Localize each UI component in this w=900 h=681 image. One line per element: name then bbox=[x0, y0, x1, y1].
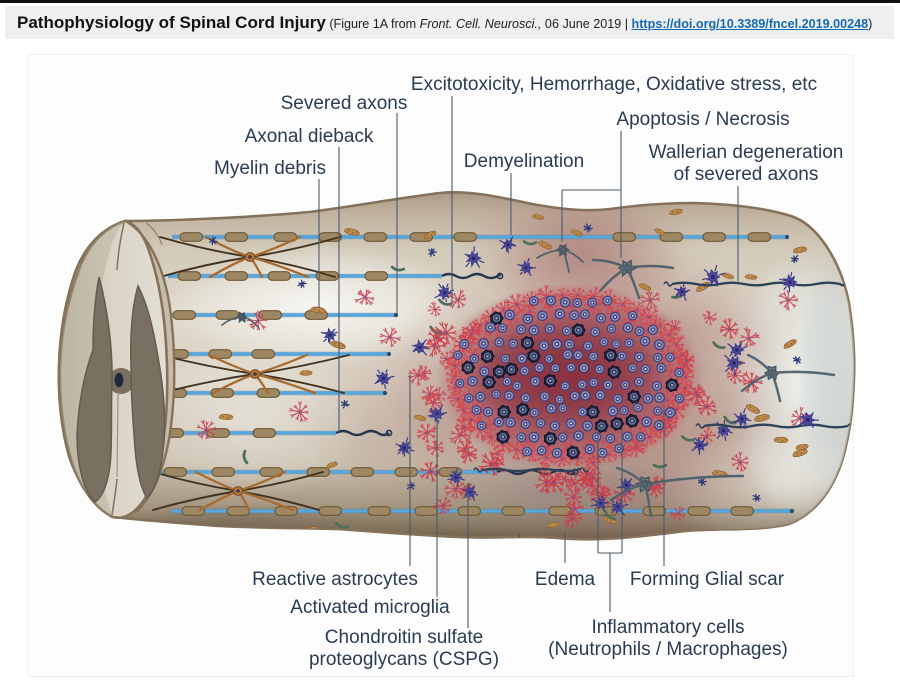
svg-text:Apoptosis / Necrosis: Apoptosis / Necrosis bbox=[616, 109, 789, 130]
svg-text:of severed axons: of severed axons bbox=[674, 164, 819, 185]
svg-text:Forming Glial scar: Forming Glial scar bbox=[630, 569, 785, 590]
svg-text:Reactive astrocytes: Reactive astrocytes bbox=[252, 569, 418, 590]
svg-text:Severed axons: Severed axons bbox=[281, 93, 408, 114]
svg-text:Activated microglia: Activated microglia bbox=[290, 597, 450, 618]
svg-text:Axonal dieback: Axonal dieback bbox=[245, 126, 374, 147]
svg-text:Excitotoxicity, Hemorrhage, Ox: Excitotoxicity, Hemorrhage, Oxidative st… bbox=[411, 74, 817, 95]
svg-text:Edema: Edema bbox=[535, 569, 596, 590]
svg-text:Wallerian degeneration: Wallerian degeneration bbox=[649, 142, 844, 163]
svg-text:proteoglycans (CSPG): proteoglycans (CSPG) bbox=[309, 649, 499, 670]
svg-text:Demyelination: Demyelination bbox=[464, 151, 584, 172]
svg-text:Myelin debris: Myelin debris bbox=[214, 158, 326, 179]
svg-text:Inflammatory cells: Inflammatory cells bbox=[591, 617, 744, 638]
svg-text:(Neutrophils / Macrophages): (Neutrophils / Macrophages) bbox=[548, 639, 788, 660]
svg-text:Chondroitin sulfate: Chondroitin sulfate bbox=[325, 627, 483, 648]
